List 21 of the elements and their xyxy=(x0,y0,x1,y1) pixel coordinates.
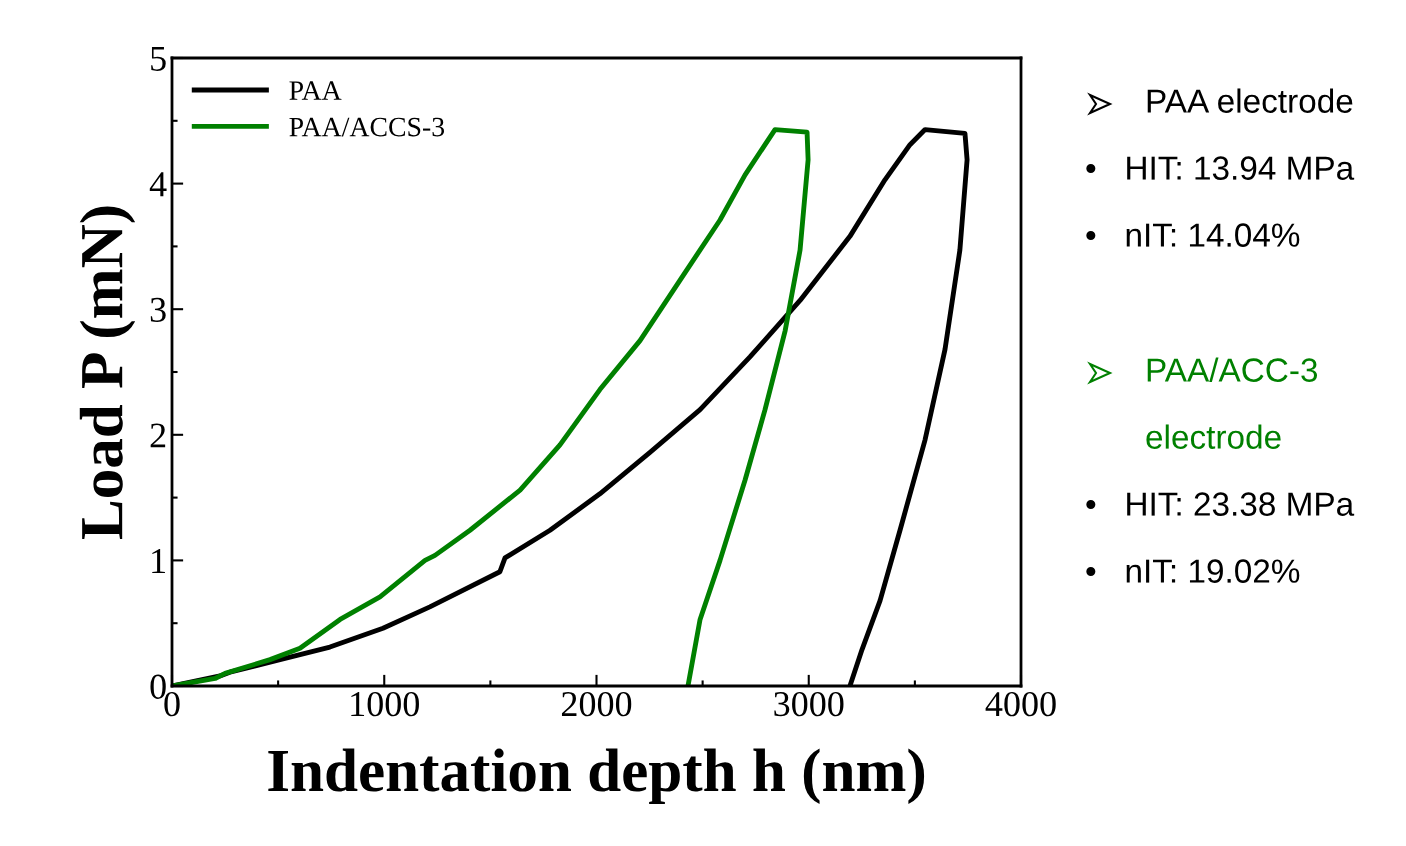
y-tick-label: 0 xyxy=(150,674,166,699)
x-tick-label: 2000 xyxy=(561,691,632,717)
x-tick-label: 4000 xyxy=(985,691,1056,717)
y-tick-label: 1 xyxy=(152,549,165,573)
y-tick-label: 2 xyxy=(150,423,166,448)
text: • nIT: 14.04% xyxy=(1086,223,1300,247)
text: electrode xyxy=(1146,424,1281,449)
text: • nIT: 19.02% xyxy=(1086,559,1300,583)
text: • HIT: 13.94 MPa xyxy=(1086,156,1355,180)
legend-label: PAA/ACCS-3 xyxy=(289,117,445,137)
text: PAA electrode xyxy=(1147,88,1353,113)
x-tick-label: 3000 xyxy=(774,691,844,717)
x-tick-label: 1000 xyxy=(351,691,419,717)
y-tick-label: 5 xyxy=(151,46,166,71)
text: • HIT: 23.38 MPa xyxy=(1086,492,1355,516)
x-axis-title: Indentation depth h (nm) xyxy=(268,748,925,805)
y-tick-label: 3 xyxy=(150,297,166,323)
text: PAA/ACC-3 xyxy=(1147,357,1318,382)
y-tick-label: 4 xyxy=(149,172,167,197)
y-axis-title: Load P (mN) xyxy=(79,206,136,540)
legend-label: PAA xyxy=(289,81,342,100)
